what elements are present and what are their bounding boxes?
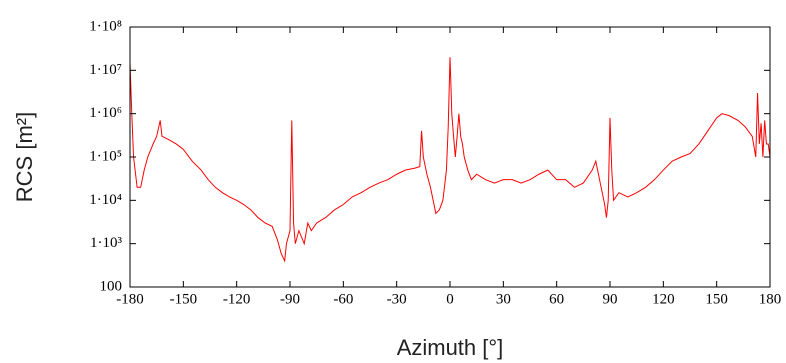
data-line xyxy=(129,57,771,263)
x-tick-label: 90 xyxy=(603,291,618,307)
x-tick-label: -120 xyxy=(223,291,251,307)
x-tick-label: 180 xyxy=(759,291,782,307)
x-tick-label: 150 xyxy=(705,291,728,307)
x-tick-label: 60 xyxy=(549,291,564,307)
x-tick-label: -60 xyxy=(333,291,353,307)
x-tick-label: -90 xyxy=(280,291,300,307)
x-axis-title: Azimuth [°] xyxy=(397,335,504,360)
y-tick-label: 100 xyxy=(100,278,123,294)
x-tick-label: -150 xyxy=(170,291,198,307)
y-tick-label: 1·10⁴ xyxy=(89,192,122,208)
y-tick-label: 1·10⁸ xyxy=(89,18,122,34)
x-tick-label: 120 xyxy=(652,291,675,307)
y-tick-label: 1·10³ xyxy=(90,235,122,251)
x-tick-label: -180 xyxy=(116,291,144,307)
y-axis-title: RCS [m²] xyxy=(12,112,37,202)
y-tick-label: 1·10⁷ xyxy=(89,62,122,78)
x-tick-label: 0 xyxy=(446,291,454,307)
y-tick-label: 1·10⁶ xyxy=(89,105,122,121)
y-tick-label: 1·10⁵ xyxy=(89,148,122,164)
x-tick-label: 30 xyxy=(496,291,511,307)
x-tick-label: -30 xyxy=(387,291,407,307)
